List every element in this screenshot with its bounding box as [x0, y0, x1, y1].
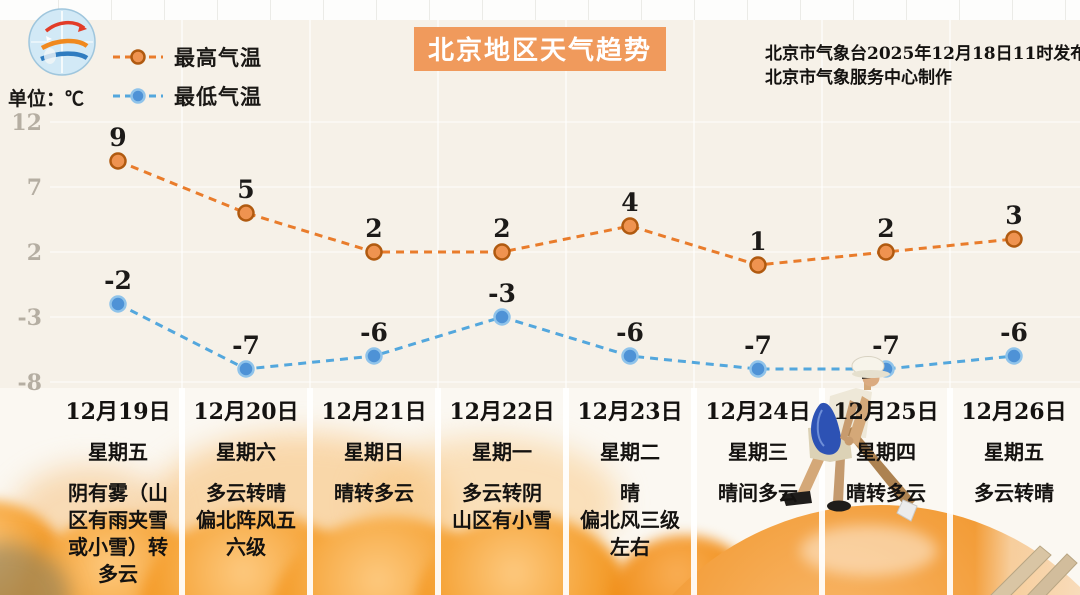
day-date: 12月20日 [193, 399, 299, 425]
column-separator [437, 20, 439, 388]
day-week: 星期六 [216, 442, 276, 464]
data-point-marker [877, 243, 895, 261]
unit-label: 单位：℃ [8, 89, 85, 110]
legend-label-high: 最高气温 [174, 47, 262, 70]
day-column-3: 12月21日星期日晴转多云 [310, 390, 438, 595]
day-column-7: 12月25日星期四晴转多云 [822, 390, 950, 595]
day-date: 12月23日 [577, 399, 683, 425]
day-desc: 多云转晴 偏北阵风五 六级 [196, 483, 296, 559]
data-point-label: 2 [493, 214, 510, 243]
data-point-marker [621, 347, 639, 365]
data-point-marker [109, 295, 127, 313]
data-point-marker [365, 347, 383, 365]
data-point-marker [237, 204, 255, 222]
data-point-marker [621, 217, 639, 235]
column-separator [435, 388, 441, 595]
day-desc: 阴有雾（山 区有雨夹雪 或小雪）转 多云 [68, 483, 168, 586]
column-separator [693, 20, 695, 388]
day-column-2: 12月20日星期六多云转晴 偏北阵风五 六级 [182, 390, 310, 595]
data-point-marker [877, 360, 895, 378]
day-date: 12月25日 [833, 399, 939, 425]
high-temp-legend-swatch-icon [113, 49, 163, 65]
y-axis-tick: -3 [18, 305, 42, 331]
daily-forecast-row: 12月19日 星期五 阴有雾（山 区有雨夹雪 或小雪）转 多云 12月20日 星期六 多云… [54, 390, 1078, 595]
data-point-marker [493, 243, 511, 261]
y-axis-tick: 7 [27, 175, 42, 201]
day-column-1: 12月19日星期五阴有雾（山 区有雨夹雪 或小雪）转 多云 [54, 390, 182, 595]
day-desc: 晴间多云 [718, 483, 798, 505]
day-desc: 晴转多云 [846, 483, 926, 505]
day-desc: 晴 偏北风三级 左右 [580, 483, 680, 559]
column-separator [309, 20, 311, 388]
day-week: 星期四 [856, 442, 916, 464]
day-week: 星期三 [728, 442, 788, 464]
column-separator [947, 388, 953, 595]
meteorological-service-logo-icon [28, 8, 96, 76]
data-point-label: 5 [237, 175, 254, 204]
data-point-label: -6 [1000, 318, 1028, 347]
day-date: 12月21日 [321, 399, 427, 425]
column-separator [691, 388, 697, 595]
day-date: 12月26日 [961, 399, 1067, 425]
legend-row-low: 最低气温 [112, 83, 262, 109]
chart-legend: 最高气温 最低气温 [112, 44, 262, 122]
data-point-label: -7 [744, 331, 772, 360]
day-week: 星期二 [600, 442, 660, 464]
day-week: 星期五 [984, 442, 1044, 464]
data-point-label: -6 [616, 318, 644, 347]
low-temp-legend-swatch-icon [113, 88, 163, 104]
data-point-marker [365, 243, 383, 261]
day-date: 12月19日 [65, 399, 171, 425]
data-point-label: -7 [872, 331, 900, 360]
issued-line: 北京市气象台2025年12月18日11时发布 [765, 44, 1080, 64]
data-point-label: -2 [104, 266, 132, 295]
produced-line: 北京市气象服务中心制作 [765, 68, 952, 88]
data-point-marker [749, 360, 767, 378]
data-point-label: -7 [232, 331, 260, 360]
data-point-marker [109, 152, 127, 170]
page-title: 北京地区天气趋势 [413, 27, 667, 71]
data-point-marker [1005, 347, 1023, 365]
day-week: 星期日 [344, 442, 404, 464]
legend-row-high: 最高气温 [112, 44, 262, 70]
data-point-marker [237, 360, 255, 378]
column-separator [307, 388, 313, 595]
y-axis-tick: 2 [27, 240, 42, 266]
data-point-label: 1 [749, 227, 766, 256]
y-axis-tick: 12 [11, 110, 42, 136]
day-week: 星期五 [88, 442, 148, 464]
day-desc: 多云转晴 [974, 483, 1054, 505]
column-separator [565, 20, 567, 388]
legend-label-low: 最低气温 [174, 86, 262, 109]
day-date: 12月24日 [705, 399, 811, 425]
day-column-8: 12月26日星期五多云转晴 [950, 390, 1078, 595]
day-column-4: 12月22日星期一多云转阴 山区有小雪 [438, 390, 566, 595]
data-point-marker [749, 256, 767, 274]
day-week: 星期一 [472, 442, 532, 464]
data-point-label: 4 [621, 188, 638, 217]
top-band [0, 0, 1080, 20]
data-point-label: -6 [360, 318, 388, 347]
column-separator [179, 388, 185, 595]
data-point-marker [1005, 230, 1023, 248]
publication-info: 北京市气象台2025年12月18日11时发布 北京市气象服务中心制作 [765, 42, 1080, 90]
day-date: 12月22日 [449, 399, 555, 425]
data-point-label: 2 [365, 214, 382, 243]
data-point-label: 2 [877, 214, 894, 243]
oranges-photo-background [0, 388, 1080, 595]
day-column-6: 12月24日星期三晴间多云 [694, 390, 822, 595]
day-column-5: 12月23日星期二晴 偏北风三级 左右 [566, 390, 694, 595]
data-point-label: 9 [109, 123, 126, 152]
data-point-label: -3 [488, 279, 516, 308]
column-separator [563, 388, 569, 595]
day-desc: 晴转多云 [334, 483, 414, 505]
day-desc: 多云转阴 山区有小雪 [452, 483, 552, 532]
data-point-marker [493, 308, 511, 326]
data-point-label: 3 [1005, 201, 1022, 230]
